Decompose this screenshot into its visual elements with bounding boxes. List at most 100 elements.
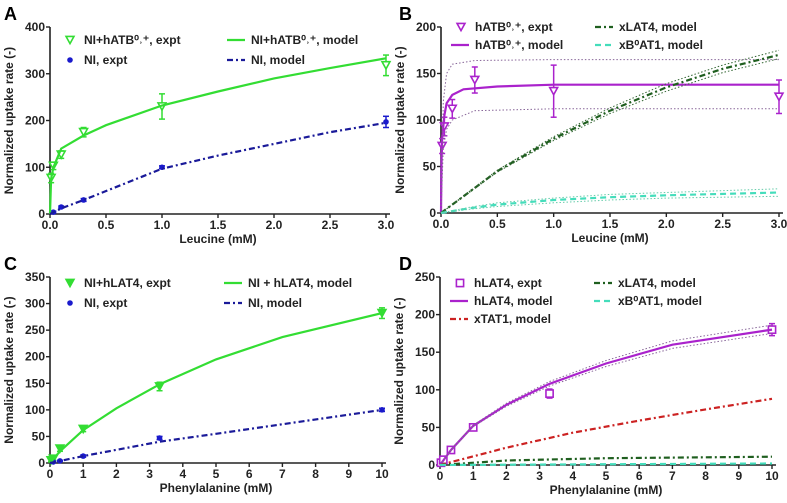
y-tick-label: 250	[25, 323, 45, 337]
series-hatb-expt-point	[446, 104, 458, 115]
series-hlat4-expt-point	[545, 389, 554, 398]
legend-label: hLAT4, expt	[474, 276, 542, 290]
series-xb-at1-model-line	[439, 462, 773, 467]
series-xlat4-model-line	[439, 455, 773, 467]
legend-label: hATB⁰˒⁺, model	[475, 38, 563, 52]
legend-label: NI, model	[251, 53, 305, 67]
y-tick-label: 100	[25, 160, 45, 174]
x-tick-label: 3.0	[378, 218, 395, 232]
y-tick-label: 100	[416, 113, 436, 127]
x-tick-label: 0.5	[98, 218, 115, 232]
x-tick-label: 1.0	[545, 217, 562, 231]
series-ni-model-line	[49, 408, 383, 465]
x-tick-label: 9	[735, 469, 742, 483]
x-tick-label: 6	[246, 467, 253, 481]
x-tick-label: 1	[470, 469, 477, 483]
series-ni-model-line	[49, 121, 387, 215]
series-xlat4-model-line	[440, 53, 780, 214]
series-hatb-expt-point	[773, 92, 785, 103]
y-tick-label: 300	[25, 297, 45, 311]
series-hatb-model-line	[439, 83, 779, 214]
y-tick-label: 200	[415, 308, 435, 322]
y-tick-label: 200	[25, 350, 45, 364]
series-ni-hlat4-model-line	[49, 312, 383, 464]
y-tick-label: 200	[25, 114, 45, 128]
legend: NI+hLAT4, expt NI, expt NI + hLAT4, model N…	[64, 276, 352, 310]
series-ni-hatb-model-line	[48, 57, 387, 215]
x-tick-label: 2.0	[658, 217, 675, 231]
y-tick-label: 150	[25, 376, 45, 390]
series-xb-at1-model-upper-bound-line	[440, 188, 780, 214]
x-tick-label: 3	[536, 469, 543, 483]
x-tick-label: 0.0	[433, 217, 450, 231]
y-tick-label: 250	[415, 270, 435, 284]
series-hlat4-model-lower-bound-line	[439, 332, 773, 466]
x-tick-label: 5	[213, 467, 220, 481]
x-tick-label: 3	[146, 467, 153, 481]
y-axis-label: Normalized uptake rate (-)	[2, 296, 16, 443]
series-ni-expt-point	[156, 435, 163, 441]
legend-label: NI + hLAT4, model	[248, 276, 352, 290]
y-tick-label: 400	[25, 20, 45, 34]
y-axis-label: Normalized uptake rate (-)	[392, 297, 406, 444]
series-ni-expt-point	[379, 407, 385, 413]
legend-label: hLAT4, model	[474, 294, 552, 308]
legend: hLAT4, expt hLAT4, model xTAT1, model xLAT4…	[450, 276, 702, 326]
y-tick-label: 50	[423, 160, 437, 174]
x-tick-label: 1.0	[154, 218, 171, 232]
y-tick-label: 0	[38, 207, 45, 221]
legend-label: NI, expt	[84, 296, 127, 310]
y-axis-label: Normalized uptake rate (-)	[2, 47, 16, 194]
x-tick-label: 1.5	[210, 218, 227, 232]
legend-label: xTAT1, model	[474, 312, 551, 326]
legend-label: xB⁰AT1, model	[618, 294, 702, 308]
x-tick-label: 8	[702, 469, 709, 483]
series-hatb-model-lower-bound-line	[440, 108, 779, 214]
chart-panel-d: D0 1 2 3 4 5 6 7 8 9 10050100150200250Phenylalanin…	[392, 254, 779, 497]
y-tick-label: 0	[428, 458, 435, 472]
chart-panel-a: A 0.0 0.5 1.0 1.5 2.0 2.5 3.0 0 100 200 300 400 Leuci…	[2, 4, 395, 246]
legend-label: xLAT4, model	[618, 276, 696, 290]
legend-label: NI+hATB⁰˒⁺, expt	[84, 33, 181, 47]
x-tick-label: 0.5	[489, 217, 506, 231]
y-tick-label: 150	[416, 67, 436, 81]
series-ni-expt-point	[383, 119, 389, 125]
legend: hATB⁰˒⁺, expt hATB⁰˒⁺, model xLAT4, model x…	[451, 20, 703, 52]
y-tick-label: 100	[415, 383, 435, 397]
series-hatb-model-upper-bound-line	[440, 59, 779, 214]
legend-marker	[64, 278, 76, 289]
panel-label: A	[4, 4, 17, 24]
x-axis-label: Phenylalanine (mM)	[550, 483, 663, 497]
chart-panel-c: C0 1 2 3 4 5 6 7 8 9 10050100150200250300350Phenyl…	[2, 254, 389, 495]
legend-label: hATB⁰˒⁺, expt	[475, 20, 553, 34]
legend: NI+hATB⁰˒⁺, expt NI, expt NI+hATB⁰˒⁺, mode…	[64, 33, 358, 67]
y-tick-label: 50	[32, 429, 46, 443]
y-tick-label: 100	[25, 403, 45, 417]
legend-marker	[67, 57, 73, 63]
y-tick-label: 0	[38, 456, 45, 470]
series-ni-hatb-expt-point	[380, 60, 392, 71]
series-hatb-expt-point	[548, 86, 559, 97]
x-tick-label: 10	[765, 469, 779, 483]
x-axis-label: Leucine (mM)	[179, 232, 256, 246]
y-tick-label: 350	[25, 270, 45, 284]
legend-marker	[455, 22, 467, 33]
x-tick-label: 6	[636, 469, 643, 483]
y-tick-label: 300	[25, 67, 45, 81]
x-axis-label: Leucine (mM)	[571, 231, 648, 245]
x-axis-label: Phenylalanine (mM)	[160, 481, 273, 495]
panel-label: B	[399, 4, 412, 24]
panel-label: C	[4, 254, 17, 274]
x-tick-label: 2.0	[266, 218, 283, 232]
x-tick-label: 2.5	[322, 218, 339, 232]
x-tick-label: 0	[437, 469, 444, 483]
x-tick-label: 1	[80, 467, 87, 481]
legend-label: NI+hLAT4, expt	[84, 276, 171, 290]
legend-marker	[64, 35, 76, 46]
x-tick-label: 2	[113, 467, 120, 481]
legend-marker	[67, 300, 73, 306]
x-tick-label: 9	[345, 467, 352, 481]
series-hatb-expt-point	[469, 75, 481, 86]
legend-label: NI, model	[248, 296, 302, 310]
